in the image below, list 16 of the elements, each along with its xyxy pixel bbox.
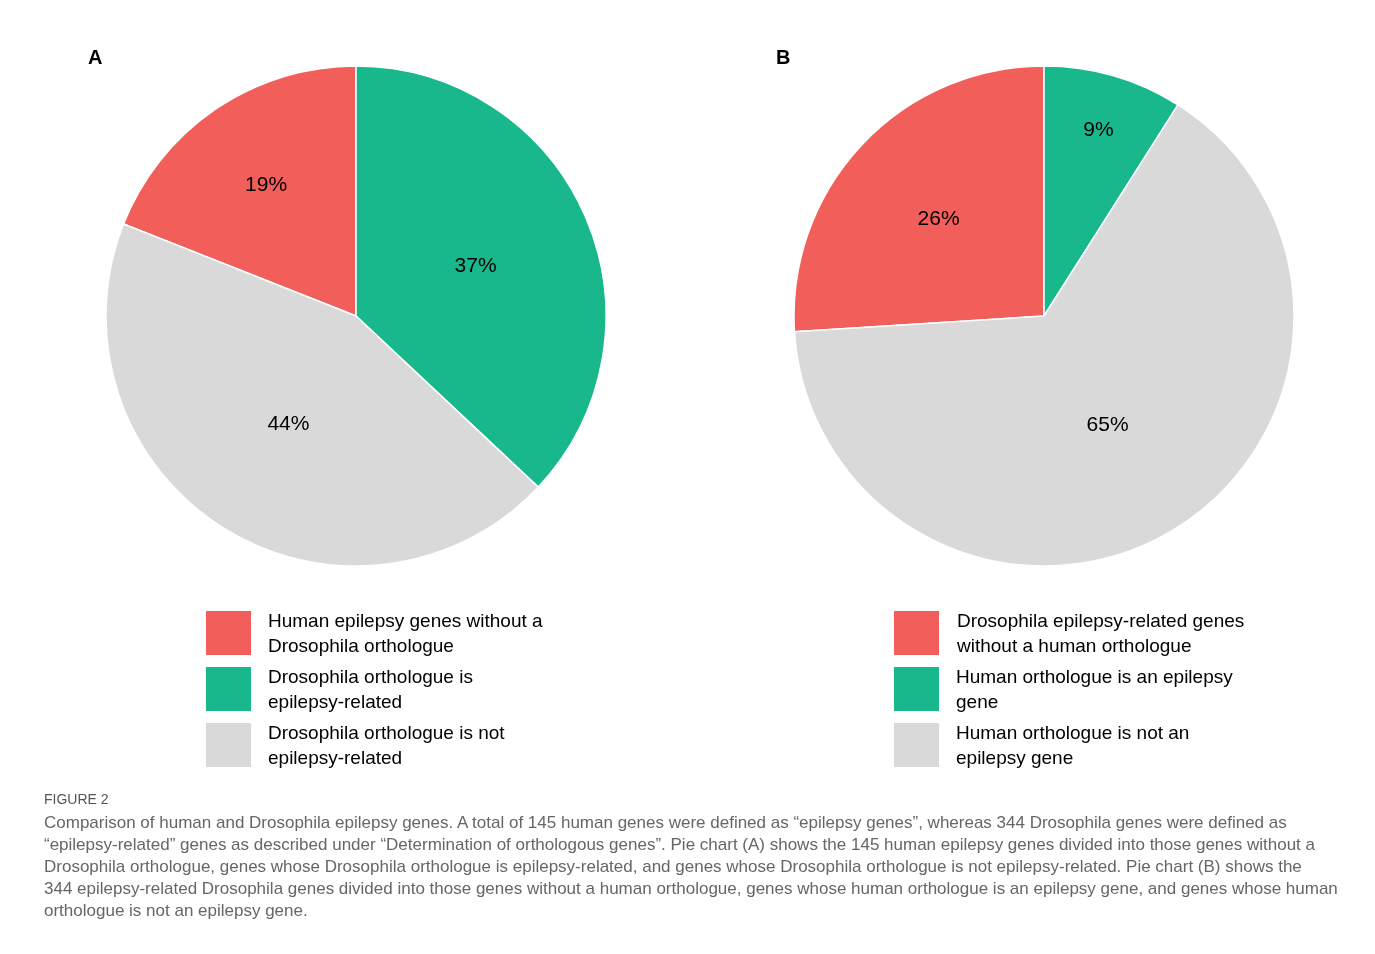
data-label: 19% — [245, 172, 288, 196]
chart-title: A — [88, 46, 103, 68]
legend-label: Drosophila orthologue is not epilepsy-related — [268, 722, 506, 768]
legend-label: Drosophila orthologue is epilepsy-related — [268, 666, 473, 712]
data-label: 65% — [1086, 412, 1129, 436]
data-label: 37% — [454, 252, 497, 276]
data-label: 44% — [267, 410, 310, 434]
caption: FIGURE 2 — [44, 791, 109, 807]
data-label: 9% — [1083, 116, 1114, 140]
legend-label: Human orthologue is an epilepsy gene — [956, 666, 1234, 712]
legend-label: Drosophila epilepsy-related genes without a human orthologue — [956, 610, 1245, 656]
legend-label: Human epilepsy genes without a Drosophila orthologue — [268, 610, 544, 656]
chart-title: B — [776, 46, 791, 68]
legend-label: Human orthologue is not an epilepsy gene — [956, 722, 1190, 768]
text: Comparison of human and Drosophila epilepsy genes. A total of 145 human genes were defined as “epilepsy genes”, whereas 344 Drosophila genes were defined as “epilepsy-related” genes as described under “Determination of orthologous genes”. Pie chart (A) shows the 145 human epilepsy genes divided into those genes without a Drosophila orthologue, genes whose Drosophila orthologue is epilepsy-related, and genes whose Drosophila orthologue is not epilepsy-related. Pie chart (B) shows the 344 epilepsy-related Drosophila genes divided into those genes without a human orthologue, genes whose human orthologue is an epilepsy gene, and genes whose human orthologue is not an epilepsy gene. — [44, 813, 1338, 921]
data-label: 26% — [917, 205, 960, 229]
